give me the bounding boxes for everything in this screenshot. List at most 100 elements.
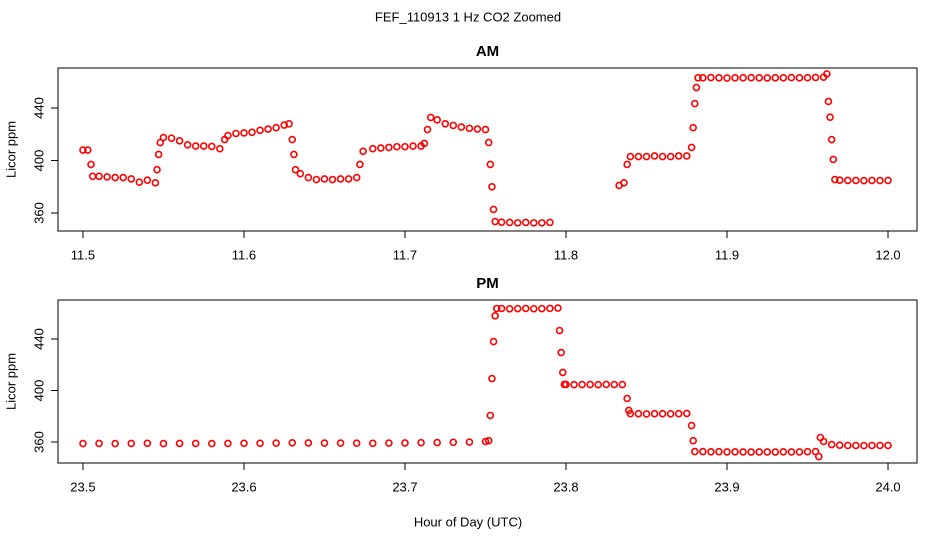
data-point bbox=[401, 142, 409, 151]
data-point bbox=[803, 73, 812, 82]
data-point bbox=[95, 439, 103, 448]
data-point bbox=[843, 176, 852, 185]
data-point bbox=[811, 73, 820, 82]
x-axis-label: Hour of Day (UTC) bbox=[414, 514, 522, 529]
data-point bbox=[642, 410, 651, 418]
data-point bbox=[377, 144, 385, 152]
data-point bbox=[216, 144, 224, 153]
data-point bbox=[747, 73, 755, 82]
x-tick-label: 23.7 bbox=[392, 479, 417, 494]
plot-frame bbox=[57, 67, 918, 232]
y-axis-label: Licor ppm bbox=[3, 121, 18, 178]
data-point bbox=[546, 304, 554, 313]
data-point bbox=[423, 125, 432, 134]
data-point bbox=[248, 128, 256, 137]
data-point bbox=[433, 116, 441, 124]
data-point bbox=[497, 304, 506, 313]
data-point bbox=[554, 304, 562, 312]
data-point bbox=[771, 74, 780, 82]
data-point bbox=[626, 152, 635, 161]
data-point bbox=[359, 147, 367, 156]
data-point bbox=[183, 140, 192, 149]
data-point bbox=[304, 173, 313, 182]
data-point bbox=[143, 439, 152, 448]
data-point bbox=[256, 439, 264, 448]
data-point bbox=[731, 447, 739, 456]
data-point bbox=[272, 439, 280, 447]
data-point bbox=[811, 447, 820, 456]
data-point bbox=[699, 447, 707, 456]
x-tick-label: 11.8 bbox=[554, 247, 578, 262]
data-point bbox=[658, 409, 667, 418]
data-point bbox=[159, 439, 168, 448]
data-point bbox=[555, 326, 564, 335]
data-point bbox=[420, 139, 429, 148]
data-point bbox=[256, 126, 264, 135]
data-point bbox=[175, 137, 184, 145]
data-point bbox=[409, 142, 417, 150]
data-point bbox=[328, 175, 337, 184]
data-point bbox=[191, 439, 200, 448]
data-point bbox=[860, 176, 868, 185]
data-point bbox=[352, 173, 361, 182]
data-point bbox=[795, 74, 804, 82]
data-point bbox=[159, 133, 168, 142]
data-point bbox=[296, 169, 305, 178]
data-point bbox=[199, 142, 208, 150]
data-point bbox=[723, 448, 731, 456]
data-point bbox=[111, 439, 119, 448]
data-point bbox=[852, 441, 860, 450]
data-point bbox=[829, 155, 838, 164]
data-point bbox=[739, 448, 747, 456]
figure-title: FEF_110913 1 Hz CO2 Zoomed bbox=[375, 9, 561, 24]
data-point bbox=[240, 129, 248, 137]
data-point bbox=[827, 135, 836, 144]
data-point bbox=[320, 439, 329, 447]
data-point bbox=[739, 74, 747, 82]
data-point bbox=[489, 337, 498, 346]
data-point bbox=[819, 437, 828, 446]
data-point bbox=[699, 74, 707, 82]
data-point bbox=[692, 83, 701, 92]
data-point bbox=[79, 146, 87, 154]
y-tick-label: 360 bbox=[31, 431, 46, 453]
data-point bbox=[763, 74, 772, 82]
data-point bbox=[558, 368, 567, 377]
data-point bbox=[486, 411, 495, 420]
data-point bbox=[689, 123, 697, 132]
data-point bbox=[368, 439, 377, 448]
data-point bbox=[486, 160, 495, 169]
data-point bbox=[272, 123, 280, 132]
data-point bbox=[153, 165, 161, 174]
data-point bbox=[521, 218, 530, 227]
data-point bbox=[827, 440, 836, 449]
data-point bbox=[488, 374, 496, 383]
data-point bbox=[814, 452, 823, 461]
data-point bbox=[368, 144, 377, 153]
data-point bbox=[755, 448, 764, 456]
data-point bbox=[787, 448, 796, 456]
data-point bbox=[529, 304, 538, 313]
data-point bbox=[884, 176, 892, 185]
data-point bbox=[426, 113, 435, 122]
data-point bbox=[288, 135, 297, 144]
data-point bbox=[489, 205, 498, 214]
y-axis-label: Licor ppm bbox=[3, 353, 18, 410]
data-point bbox=[521, 304, 530, 313]
data-point bbox=[484, 436, 493, 445]
data-point bbox=[687, 143, 696, 152]
data-point bbox=[417, 438, 425, 447]
data-point bbox=[304, 439, 313, 447]
data-point bbox=[570, 380, 578, 389]
data-point bbox=[143, 176, 152, 185]
data-point bbox=[344, 175, 353, 183]
data-point bbox=[723, 74, 731, 82]
data-point bbox=[336, 175, 345, 183]
data-point bbox=[824, 97, 833, 106]
data-point bbox=[264, 125, 272, 133]
data-point bbox=[497, 218, 506, 227]
data-point bbox=[771, 448, 780, 456]
data-point bbox=[658, 152, 667, 161]
